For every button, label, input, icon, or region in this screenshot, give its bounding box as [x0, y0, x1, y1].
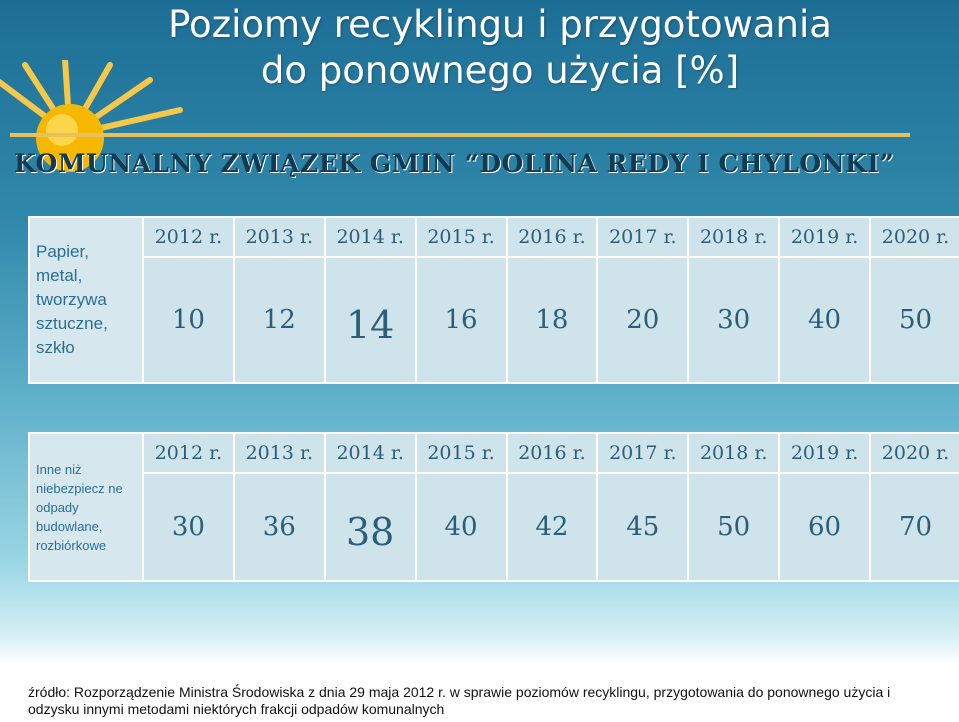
page-title: Poziomy recyklingu i przygotowania do po… [120, 2, 880, 94]
value-cell: 30 [142, 472, 235, 582]
year-header: 2014 r. [323, 432, 417, 474]
year-header: 2015 r. [414, 432, 508, 474]
year-header: 2013 r. [232, 216, 326, 258]
year-header: 2018 r. [687, 216, 781, 258]
year-header: 2012 r. [142, 216, 235, 258]
value-cell: 10 [142, 256, 235, 384]
value-cell: 38 [323, 472, 417, 582]
value-cell: 30 [687, 256, 781, 384]
value-cell: 40 [414, 472, 508, 582]
sun-logo-icon [0, 60, 183, 172]
year-header: 2012 r. [142, 432, 235, 474]
recycling-table-construction: Inne niż niebezpiecz ne odpady budowlane… [28, 432, 959, 582]
year-header: 2016 r. [505, 432, 599, 474]
value-cell: 18 [505, 256, 599, 384]
value-cell: 42 [505, 472, 599, 582]
accent-divider [10, 133, 910, 137]
year-header: 2014 r. [323, 216, 417, 258]
value-cell: 60 [778, 472, 871, 582]
value-cell: 36 [232, 472, 326, 582]
organization-name: KOMUNALNY ZWIĄZEK GMIN “DOLINA REDY I CH… [14, 149, 895, 178]
year-header: 2018 r. [687, 432, 781, 474]
value-cell: 45 [596, 472, 690, 582]
year-header: 2020 r. [869, 432, 959, 474]
year-header: 2015 r. [414, 216, 508, 258]
row-label: Inne niż niebezpiecz ne odpady budowlane… [28, 432, 144, 582]
year-header: 2020 r. [869, 216, 959, 258]
value-cell: 50 [869, 256, 959, 384]
value-cell: 12 [232, 256, 326, 384]
value-cell: 50 [687, 472, 781, 582]
value-cell: 40 [778, 256, 871, 384]
value-cell: 14 [323, 256, 417, 384]
source-note: źródło: Rozporządzenie Ministra Środowis… [28, 684, 891, 717]
year-header: 2017 r. [596, 432, 690, 474]
title-line-2: do ponownego użycia [%] [260, 49, 740, 92]
value-cell: 16 [414, 256, 508, 384]
year-header: 2013 r. [232, 432, 326, 474]
year-header: 2019 r. [778, 432, 871, 474]
year-header: 2017 r. [596, 216, 690, 258]
value-cell: 20 [596, 256, 690, 384]
row-label: Papier, metal, tworzywa sztuczne, szkło [28, 216, 144, 384]
year-header: 2016 r. [505, 216, 599, 258]
recycling-table-paper: Papier, metal, tworzywa sztuczne, szkło … [28, 216, 959, 384]
title-line-1: Poziomy recyklingu i przygotowania [168, 3, 832, 46]
value-cell: 70 [869, 472, 959, 582]
year-header: 2019 r. [778, 216, 871, 258]
